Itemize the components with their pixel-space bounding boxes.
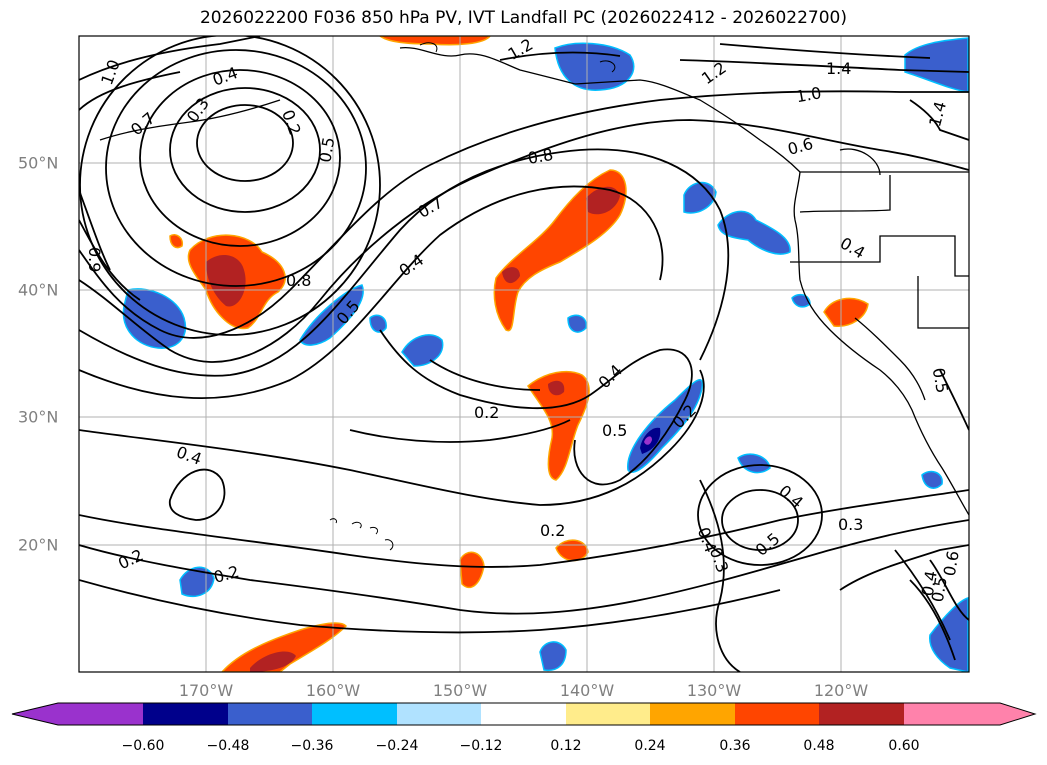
lon-label: 130°W — [686, 681, 742, 700]
colorbar-tick: −0.36 — [290, 738, 334, 754]
pv-area — [169, 234, 184, 249]
colorbar-tick: 0.36 — [719, 738, 751, 754]
islands — [329, 42, 616, 551]
coastlines — [99, 46, 969, 516]
pv-area — [717, 210, 791, 255]
map-title: 2026022200 F036 850 hPa PV, IVT Landfall… — [199, 8, 847, 28]
colorbar-tick: 0.60 — [888, 738, 920, 754]
pv-area — [378, 36, 491, 46]
contour-label: 0.4 — [918, 569, 941, 597]
contour-label: 0.8 — [286, 271, 311, 290]
contour-label: 0.5 — [602, 421, 627, 440]
lat-label: 50°N — [18, 153, 59, 173]
colorbar-tick: −0.60 — [121, 738, 165, 754]
pv-area — [644, 436, 652, 445]
colorbar-tick: −0.24 — [375, 738, 419, 754]
pv-area — [586, 186, 620, 215]
pv-area — [567, 314, 587, 333]
pv-area — [929, 597, 969, 672]
contour-label: 1.4 — [826, 59, 851, 78]
map-frame — [78, 35, 970, 673]
contour-label: 0.5 — [928, 575, 951, 603]
pv-area — [299, 284, 364, 346]
pv-area — [206, 255, 246, 307]
colorbar-tick: 0.12 — [550, 738, 582, 754]
lon-label: 120°W — [813, 681, 869, 700]
colorbar-tick: 0.48 — [803, 738, 835, 754]
pv-positive-areas — [169, 36, 869, 672]
lon-label: 150°W — [432, 681, 488, 700]
pv-area — [369, 314, 387, 333]
pv-area — [220, 622, 348, 672]
lat-label: 20°N — [18, 535, 59, 555]
pv-area — [737, 453, 771, 474]
pv-area — [502, 267, 520, 284]
pv-area — [548, 380, 565, 396]
contour-label: 0.3 — [838, 515, 863, 534]
lon-label: 160°W — [305, 681, 361, 700]
contour-label: 0.5 — [929, 366, 952, 394]
contour-label: 1.0 — [794, 83, 822, 106]
contour-label: 0.6 — [940, 549, 963, 577]
contour-label: 0.9 — [85, 247, 104, 272]
contour-label: 0.8 — [526, 145, 554, 168]
contour-label: 0.2 — [540, 521, 565, 540]
lat-label: 40°N — [18, 280, 59, 300]
lon-label: 170°W — [178, 681, 234, 700]
pv-area — [539, 641, 567, 672]
pv-area — [683, 181, 717, 214]
lat-label: 30°N — [18, 407, 59, 427]
colorbar-tick: 0.24 — [634, 738, 666, 754]
contour-label: 0.5 — [315, 136, 338, 164]
lon-label: 140°W — [559, 681, 615, 700]
pv-area — [921, 470, 943, 489]
pv-area — [401, 334, 444, 367]
contour-label: 0.2 — [474, 403, 499, 422]
colorbar-tick: −0.12 — [459, 738, 503, 754]
pv-area — [250, 651, 296, 672]
pv-contours — [79, 36, 969, 672]
colorbar-tick: −0.48 — [206, 738, 250, 754]
